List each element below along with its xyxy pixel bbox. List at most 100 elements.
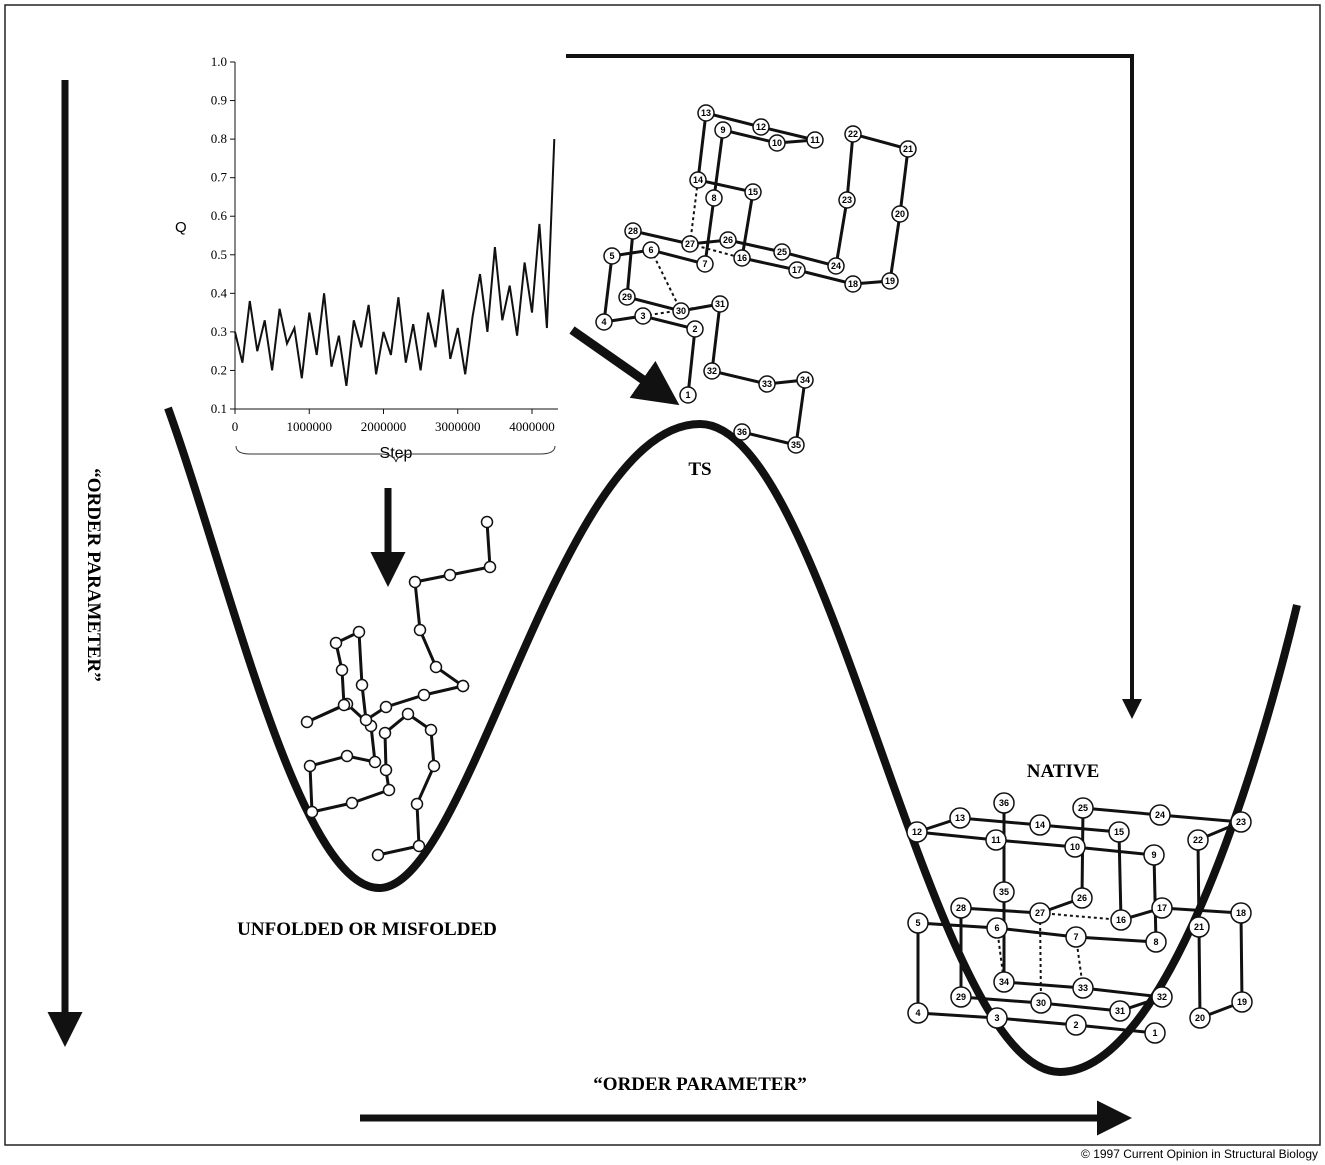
- bead: 1: [1145, 1023, 1165, 1043]
- bead: 4: [596, 314, 612, 330]
- bead-label: 4: [601, 317, 606, 327]
- bead-label: 15: [748, 187, 758, 197]
- bead-label: 19: [885, 276, 895, 286]
- bead: [403, 709, 414, 720]
- bead-label: 8: [711, 193, 716, 203]
- bead-label: 14: [693, 175, 703, 185]
- y-tick-label: 0.7: [211, 170, 228, 185]
- x-tick-label: 0: [232, 419, 239, 434]
- bead-label: 7: [702, 259, 707, 269]
- bead-label: 27: [1035, 908, 1045, 918]
- x-tick-label: 1000000: [287, 419, 333, 434]
- bead-label: 34: [999, 977, 1009, 987]
- unfolded-label: UNFOLDED OR MISFOLDED: [237, 919, 497, 940]
- bead: 27: [682, 236, 698, 252]
- bead-label: 23: [842, 195, 852, 205]
- bead-label: 27: [685, 239, 695, 249]
- bead-label: 32: [1157, 992, 1167, 1002]
- bead: 34: [994, 972, 1014, 992]
- bead: 29: [619, 289, 635, 305]
- bead-label: 32: [707, 366, 717, 376]
- bead-label: 12: [756, 122, 766, 132]
- bead: [337, 665, 348, 676]
- bead: 25: [774, 244, 790, 260]
- bead: [339, 700, 350, 711]
- bead: [412, 799, 423, 810]
- bead-label: 24: [1155, 810, 1165, 820]
- bead: 8: [1146, 932, 1166, 952]
- contact: [651, 250, 681, 311]
- ts-arrow: [572, 330, 672, 400]
- bead: 34: [797, 372, 813, 388]
- bead-label: 22: [848, 129, 858, 139]
- bead-label: 33: [1078, 983, 1088, 993]
- bead: [307, 807, 318, 818]
- bead: [370, 757, 381, 768]
- bead-label: 28: [628, 226, 638, 236]
- bead-label: 10: [772, 138, 782, 148]
- y-axis-label: “ORDER PARAMETER”: [83, 468, 104, 681]
- bead: 7: [697, 256, 713, 272]
- bead: 10: [1065, 837, 1085, 857]
- y-tick-label: 1.0: [211, 54, 227, 69]
- bead: [426, 725, 437, 736]
- bead: [380, 728, 391, 739]
- bead-label: 31: [715, 299, 725, 309]
- bead-label: 10: [1070, 842, 1080, 852]
- bead-label: 17: [1157, 903, 1167, 913]
- chart-y-label: Q: [175, 219, 187, 236]
- y-tick-label: 0.9: [211, 93, 227, 108]
- bead: 11: [986, 830, 1006, 850]
- bead: [331, 638, 342, 649]
- bead: [381, 702, 392, 713]
- bead: 28: [625, 223, 641, 239]
- x-tick-label: 3000000: [435, 419, 481, 434]
- bead-label: 13: [955, 813, 965, 823]
- figure: “ORDER PARAMETER” “ORDER PARAMETER” TS N…: [0, 0, 1325, 1165]
- bead: 31: [1110, 1001, 1130, 1021]
- bead-label: 36: [999, 798, 1009, 808]
- bead: 21: [900, 141, 916, 157]
- bead: 19: [1232, 992, 1252, 1012]
- bead: 3: [635, 308, 651, 324]
- bead: 18: [845, 276, 861, 292]
- bead: 5: [908, 913, 928, 933]
- bead-label: 34: [800, 375, 810, 385]
- bead: 7: [1066, 927, 1086, 947]
- bead: 17: [789, 262, 805, 278]
- bead-label: 8: [1153, 937, 1158, 947]
- bead: 33: [1073, 978, 1093, 998]
- bead-label: 5: [915, 918, 920, 928]
- bead: 12: [753, 119, 769, 135]
- bead: 26: [720, 232, 736, 248]
- bead: [431, 662, 442, 673]
- bead-label: 18: [848, 279, 858, 289]
- bead-label: 18: [1236, 908, 1246, 918]
- bead: [381, 765, 392, 776]
- inset-chart: 0.10.20.30.40.50.60.70.80.91.00100000020…: [211, 54, 558, 434]
- bead: 11: [807, 132, 823, 148]
- bead-label: 23: [1236, 817, 1246, 827]
- bead: 17: [1152, 898, 1172, 918]
- bead: 30: [1031, 993, 1051, 1013]
- y-tick-label: 0.1: [211, 401, 227, 416]
- bead: 32: [704, 363, 720, 379]
- bead-label: 31: [1115, 1006, 1125, 1016]
- bead: 3: [987, 1008, 1007, 1028]
- bead-label: 7: [1073, 932, 1078, 942]
- bead-label: 30: [676, 306, 686, 316]
- bead: 2: [687, 321, 703, 337]
- chart-x-label: Step: [380, 445, 413, 462]
- y-tick-label: 0.2: [211, 362, 227, 377]
- bead-label: 20: [895, 209, 905, 219]
- bead: 29: [951, 987, 971, 1007]
- bead-label: 29: [956, 992, 966, 1002]
- bead: [305, 761, 316, 772]
- bead-label: 13: [701, 108, 711, 118]
- bead-label: 21: [903, 144, 913, 154]
- bead-label: 15: [1114, 827, 1124, 837]
- y-tick-label: 0.6: [211, 208, 228, 223]
- contact: [1040, 913, 1121, 920]
- bead: 14: [1030, 815, 1050, 835]
